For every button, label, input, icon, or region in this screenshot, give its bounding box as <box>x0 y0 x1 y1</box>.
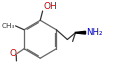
Polygon shape <box>75 31 86 34</box>
Text: OH: OH <box>43 2 57 11</box>
Text: O: O <box>10 49 17 58</box>
Text: NH₂: NH₂ <box>86 28 102 37</box>
Text: CH₃: CH₃ <box>2 23 15 29</box>
